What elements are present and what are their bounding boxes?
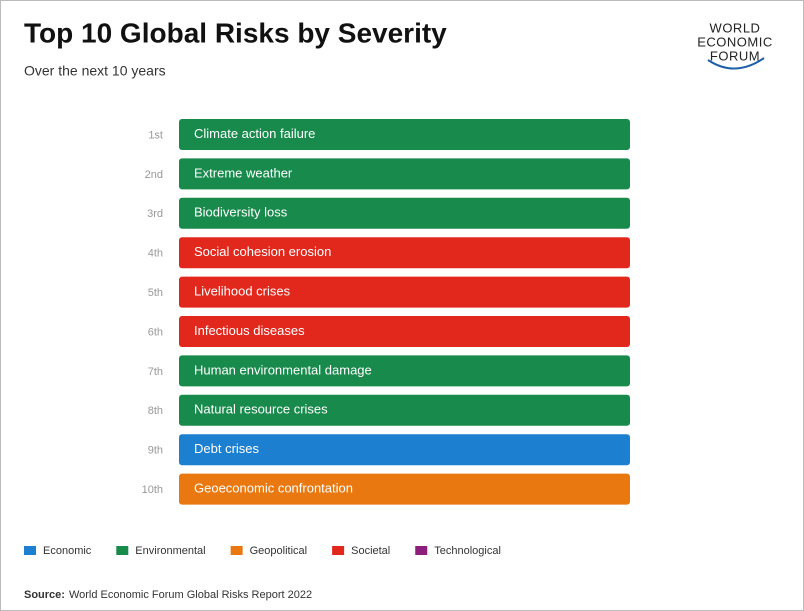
risk-bar: [179, 237, 630, 269]
legend-swatch: [415, 546, 428, 555]
rank-label: 9th: [148, 445, 163, 457]
logo-line: FORUM: [710, 48, 760, 63]
risk-label: Social cohesion erosion: [194, 244, 331, 259]
risk-bar: [179, 394, 630, 426]
risk-bar: [179, 355, 630, 387]
risk-label: Natural resource crises: [194, 402, 328, 417]
risk-label: Livelihood crises: [194, 284, 291, 299]
risk-bar: [179, 276, 630, 308]
legend-label: Economic: [43, 545, 92, 557]
rank-label: 4th: [148, 248, 163, 260]
title: Top 10 Global Risks by Severity: [24, 17, 447, 48]
risk-bar: [179, 473, 630, 505]
rank-label: 3rd: [147, 208, 163, 220]
logo-arc: [707, 57, 765, 70]
legend-swatch: [230, 546, 243, 555]
rank-label: 8th: [148, 405, 163, 417]
risk-label: Infectious diseases: [194, 323, 305, 338]
legend-swatch: [24, 546, 36, 555]
legend-label: Environmental: [135, 545, 205, 557]
logo-line: ECONOMIC: [697, 34, 773, 49]
risk-label: Debt crises: [194, 441, 260, 456]
logo: WORLD ECONOMIC FORUM: [697, 20, 773, 70]
legend-label: Geopolitical: [250, 545, 307, 557]
risk-bar: [179, 197, 630, 229]
risk-bar: [179, 158, 630, 190]
risk-bar: [179, 434, 630, 466]
rank-label: 5th: [148, 287, 163, 299]
legend-label: Technological: [434, 545, 501, 557]
legend-swatch: [332, 546, 345, 555]
legend-swatch: [116, 546, 129, 555]
logo-line: WORLD: [710, 20, 761, 35]
risk-label: Climate action failure: [194, 126, 315, 141]
rank-label: 2nd: [145, 169, 163, 181]
source-text: World Economic Forum Global Risks Report…: [69, 589, 312, 601]
risk-label: Human environmental damage: [194, 362, 372, 377]
source: Source: World Economic Forum Global Risks…: [24, 589, 312, 601]
rank-label: 10th: [142, 484, 163, 496]
risk-label: Biodiversity loss: [194, 205, 288, 220]
source-label: Source:: [24, 589, 65, 601]
risk-bar: [179, 119, 630, 150]
legend-label: Societal: [351, 545, 390, 557]
subtitle: Over the next 10 years: [24, 63, 166, 79]
risk-label: Geoeconomic confrontation: [194, 481, 353, 496]
rank-label: 1st: [148, 129, 163, 141]
risk-bar: [179, 316, 630, 347]
rank-label: 7th: [148, 366, 163, 378]
risk-label: Extreme weather: [194, 165, 293, 180]
rank-label: 6th: [148, 326, 163, 338]
